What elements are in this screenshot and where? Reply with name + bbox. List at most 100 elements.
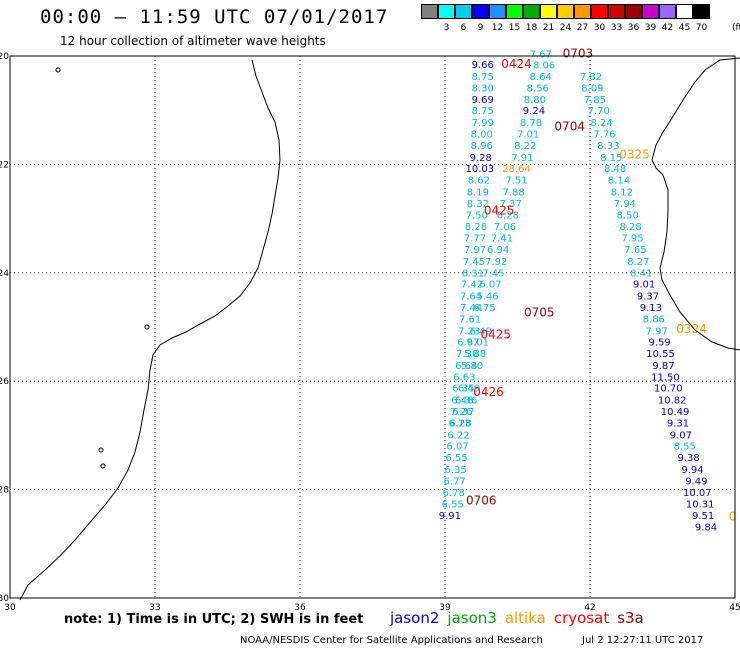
coastline	[19, 57, 740, 601]
swh-value-label: 6.64	[455, 361, 477, 372]
swh-value-label: 8.80	[524, 95, 546, 106]
colorbar-label: 70	[695, 23, 708, 33]
colorbar-cell	[659, 4, 676, 19]
swh-value-label: 6.35	[445, 465, 467, 476]
swh-value-label: 8.24	[590, 118, 612, 129]
swh-value-label: 6.28	[449, 418, 471, 429]
legend-entry-jason2: jason2	[390, 609, 440, 627]
swh-value-label: 6.22	[447, 430, 469, 441]
swh-value-label: 8.64	[530, 72, 552, 83]
swh-value-label: 6.63	[453, 372, 475, 383]
colorbar-label: 33	[610, 23, 623, 33]
swh-value-label: 5.88	[464, 349, 486, 360]
swh-value-label: 7.06	[494, 222, 516, 233]
swh-value-label: 9.94	[681, 465, 703, 476]
swh-value-label: 6.49	[470, 326, 492, 337]
colorbar-cell	[472, 4, 489, 19]
colorbar-cell	[421, 4, 438, 19]
swh-value-label: 8.96	[471, 141, 493, 152]
colorbar-label: 18	[525, 23, 538, 33]
island-marker	[98, 447, 104, 453]
swh-value-label: 7.91	[511, 153, 533, 164]
swh-value-label: 6.94	[487, 245, 509, 256]
legend-entry-cryosat: cryosat	[553, 609, 610, 627]
swh-value-label: 7.45	[463, 257, 485, 268]
swh-value-label: 8.22	[514, 141, 536, 152]
swh-value-label: 10.55	[646, 349, 675, 360]
swh-value-label: 7.94	[614, 199, 636, 210]
colorbar-label: 39	[644, 23, 657, 33]
credit-text: NOAA/NESDIS Center for Satellite Applica…	[240, 635, 543, 646]
swh-value-label: 7.97	[464, 245, 486, 256]
swh-value-label: 6.07	[446, 442, 468, 453]
colorbar-cell	[557, 4, 574, 19]
colorbar-label: 27	[576, 23, 589, 33]
swh-value-label: 7.99	[472, 118, 494, 129]
swh-value-label: 8.15	[600, 153, 622, 164]
swh-value-label: 8.75	[472, 106, 494, 117]
colorbar-label: 24	[559, 23, 572, 33]
colorbar-label: 42	[661, 23, 674, 33]
swh-value-label: 9.37	[637, 292, 659, 303]
colorbar-label: 3	[443, 23, 450, 33]
swh-value-label: 9.51	[692, 511, 714, 522]
swh-value-label: 6.37	[452, 407, 474, 418]
swh-value-label: 7.65	[624, 245, 646, 256]
swh-value-label: 8.78	[520, 118, 542, 129]
swh-value-label: 7.41	[491, 234, 513, 245]
colorbar-cell	[676, 4, 693, 19]
swh-value-label: 7.70	[588, 106, 610, 117]
pass-time-label: 0703	[563, 46, 594, 60]
x-tick-label: 45	[729, 603, 740, 613]
colorbar-label: 36	[627, 23, 640, 33]
colorbar-cell	[591, 4, 608, 19]
swh-value-label: 9.69	[472, 95, 494, 106]
swh-value-label: 7.97	[646, 326, 668, 337]
swh-value-label: 6.28	[497, 210, 519, 221]
swh-value-label: 9.31	[667, 418, 689, 429]
swh-value-label: 7.45	[482, 268, 504, 279]
swh-value-label: 7.51	[505, 176, 527, 187]
swh-value-label: 6.55	[442, 500, 464, 511]
x-tick-label: 30	[4, 603, 16, 613]
colorbar-label: 21	[542, 23, 555, 33]
swh-value-label: 9.13	[640, 303, 662, 314]
pass-time-label: 0424	[501, 57, 532, 71]
x-tick-label: 36	[294, 603, 306, 613]
swh-value-label: 5.46	[476, 292, 498, 303]
swh-value-label: 8.75	[472, 72, 494, 83]
swh-value-label: 7.37	[500, 199, 522, 210]
swh-value-label: 7.61	[459, 314, 481, 325]
colorbar-label: 9	[477, 23, 484, 33]
colorbar-label: 30	[593, 23, 606, 33]
x-tick-label: 42	[584, 603, 595, 613]
swh-value-label: 8.14	[608, 176, 630, 187]
swh-value-label: 6.13	[448, 418, 470, 429]
swh-value-label: 8.09	[581, 83, 603, 94]
swh-value-label: 7.92	[485, 257, 507, 268]
colorbar-label: 12	[491, 23, 504, 33]
swh-value-label: 6.07	[479, 280, 501, 291]
legend-entry-s3a: s3a	[617, 609, 644, 627]
swh-value-label: 7.23	[458, 326, 480, 337]
island-marker	[55, 67, 61, 73]
y-tick-label: -20	[0, 52, 9, 62]
colorbar-cell	[523, 4, 540, 19]
swh-value-label: 5.80	[461, 361, 483, 372]
x-tick-label: 33	[149, 603, 160, 613]
swh-value-label: 7.64	[460, 292, 482, 303]
swh-value-label: 8.56	[527, 83, 549, 94]
swh-value-label: 11.50	[651, 372, 680, 383]
swh-value-label: 7.42	[461, 280, 483, 291]
swh-value-label: 6.97	[457, 338, 479, 349]
colorbar-label: 15	[508, 23, 521, 33]
pass-time-label: 0704	[554, 119, 585, 133]
satellite-legend: jason2 jason3 altika cryosat s3a	[390, 609, 652, 627]
swh-value-label: 10.49	[661, 407, 690, 418]
pass-time-label: 0324	[676, 322, 707, 336]
swh-value-label: 8.27	[627, 257, 649, 268]
satellite-tracks: 9.668.758.309.698.757.998.008.969.2810.0…	[439, 46, 737, 533]
swh-value-label: 7.50	[466, 210, 488, 221]
swh-value-label: 7.95	[621, 234, 643, 245]
